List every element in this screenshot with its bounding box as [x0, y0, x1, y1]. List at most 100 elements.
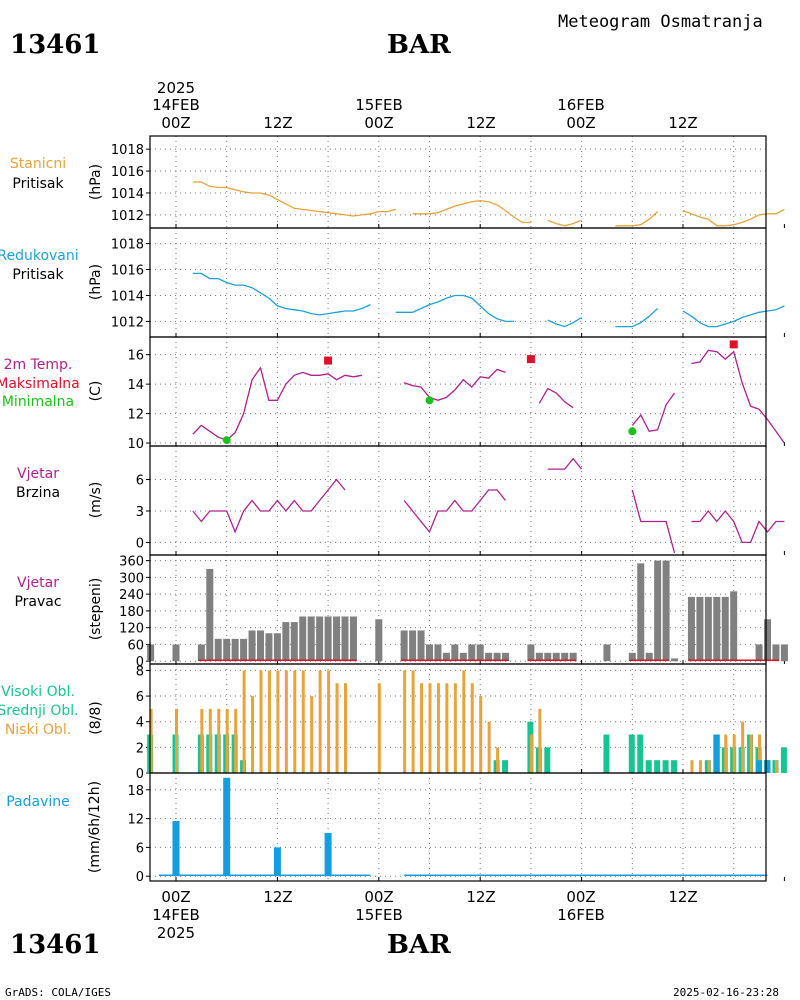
wind-direction-bar — [349, 616, 357, 662]
wind-direction-bar — [730, 591, 738, 662]
wind-direction-bar — [333, 616, 341, 662]
footer-timestamp: 2025-02-16-23:28 — [673, 986, 779, 999]
low-cloud-bar — [411, 670, 415, 773]
precip-bar — [223, 777, 231, 877]
panel-label: Pritisak — [12, 267, 64, 283]
wind-direction-bar — [527, 644, 535, 662]
ytick-label: 8 — [136, 664, 144, 679]
min-temp-marker — [222, 436, 231, 445]
hour-label-bottom-1: 00Z — [161, 888, 190, 906]
day-label-top-2: 15FEB — [355, 96, 402, 114]
wind-direction-bar — [341, 616, 349, 662]
panel-frame — [149, 772, 767, 882]
panel-ylabel: (C) — [88, 381, 104, 402]
ytick-label: 18 — [127, 784, 144, 799]
day-label-bottom-2: 15FEB — [355, 906, 402, 924]
wind-direction-bar — [780, 644, 788, 662]
low-cloud-bar — [310, 696, 314, 773]
panel-label: Redukovani — [0, 248, 79, 264]
panel-frame — [149, 227, 767, 338]
panel-frame — [149, 336, 767, 447]
year-label-top: 2025 — [157, 79, 195, 97]
series-line — [691, 349, 785, 444]
ytick-label: 14 — [127, 378, 144, 393]
low-cloud-bar — [428, 683, 432, 773]
panel-1: 1012 1014 1016 1018 (hPa) Stanicni Pritisak — [10, 135, 785, 229]
wind-direction-bar — [375, 619, 383, 662]
ytick-label: 240 — [119, 588, 144, 603]
ytick-label: 0 — [136, 655, 144, 670]
middle-cloud-bar — [628, 734, 635, 773]
low-cloud-bar — [327, 670, 331, 773]
middle-cloud-bar — [544, 747, 551, 773]
wind-direction-bar — [671, 658, 679, 662]
wind-direction-bar — [535, 652, 543, 662]
hour-label-bottom-2: 12Z — [263, 888, 292, 906]
ytick-label: 0 — [136, 767, 144, 782]
panel-6: 0 2 4 6 8 (8/8) Visoki Obl. Srednji Obl. Niski O… — [0, 663, 787, 782]
day-label-bottom-3: 16FEB — [557, 906, 604, 924]
wind-direction-bar — [476, 644, 484, 662]
low-cloud-bar — [741, 721, 745, 773]
day-label-bottom-1: 14FEB — [152, 906, 199, 924]
day-label-top-1: 14FEB — [152, 96, 199, 114]
low-cloud-bar — [175, 708, 178, 773]
low-cloud-bar — [479, 696, 483, 773]
wind-direction-bar — [502, 652, 510, 662]
panel-3: 10 12 14 16 (C) 2m Temp. Maksimalna Minimalna — [0, 336, 785, 452]
low-cloud-bar — [732, 734, 736, 773]
low-cloud-bar — [284, 670, 288, 773]
wind-direction-bar — [696, 596, 704, 662]
panel-label: Niski Obl. — [5, 722, 71, 738]
ytick-label: 1014 — [111, 187, 144, 202]
wind-direction-bar — [409, 630, 417, 662]
ytick-label: 3 — [136, 505, 144, 520]
high-cloud-bar — [764, 760, 771, 773]
panel-frame — [149, 445, 767, 556]
hour-label-bottom-6: 12Z — [668, 888, 697, 906]
ytick-label: 1014 — [111, 289, 144, 304]
series-line — [538, 387, 574, 409]
wind-direction-bar — [637, 563, 645, 662]
series-line — [547, 316, 582, 328]
ytick-label: 1012 — [111, 315, 144, 330]
series-line — [403, 368, 506, 401]
ytick-label: 16 — [127, 349, 144, 364]
middle-cloud-bar — [645, 760, 652, 773]
low-cloud-bar — [529, 734, 533, 773]
station-name-top: BAR — [387, 30, 451, 60]
middle-cloud-bar — [780, 747, 787, 773]
wind-direction-bar — [493, 652, 501, 662]
hour-label-top-4: 12Z — [466, 114, 495, 132]
panel-ylabel: (hPa) — [88, 164, 104, 200]
panel-label: Pritisak — [12, 176, 64, 192]
wind-direction-bar — [645, 652, 653, 662]
ytick-label: 10 — [127, 437, 144, 452]
precip-bar — [172, 821, 180, 877]
series-line — [682, 208, 785, 227]
panel-label: Padavine — [6, 794, 70, 810]
hour-label-top-3: 00Z — [364, 114, 393, 132]
ytick-label: 12 — [127, 813, 144, 828]
panel-label: 2m Temp. — [4, 357, 73, 373]
panel-ylabel: (hPa) — [88, 264, 104, 300]
wind-direction-bar — [451, 644, 459, 662]
series-line — [547, 219, 582, 227]
low-cloud-bar — [318, 670, 322, 773]
middle-cloud-bar — [654, 760, 661, 773]
low-cloud-bar — [487, 721, 491, 773]
wind-direction-bar — [307, 616, 315, 662]
max-temp-marker — [729, 340, 738, 349]
panel-ylabel: (mm/6h/12h) — [87, 781, 103, 873]
wind-direction-bar — [459, 652, 467, 662]
hour-label-top-1: 00Z — [161, 114, 190, 132]
series-line — [192, 181, 396, 217]
wind-direction-bar — [687, 596, 695, 662]
wind-direction-bar — [426, 644, 433, 662]
wind-direction-bar — [282, 622, 290, 662]
panel-label: Brzina — [16, 485, 60, 501]
low-cloud-bar — [293, 670, 297, 773]
ytick-label: 4 — [136, 716, 144, 731]
wind-direction-bar — [417, 630, 425, 662]
